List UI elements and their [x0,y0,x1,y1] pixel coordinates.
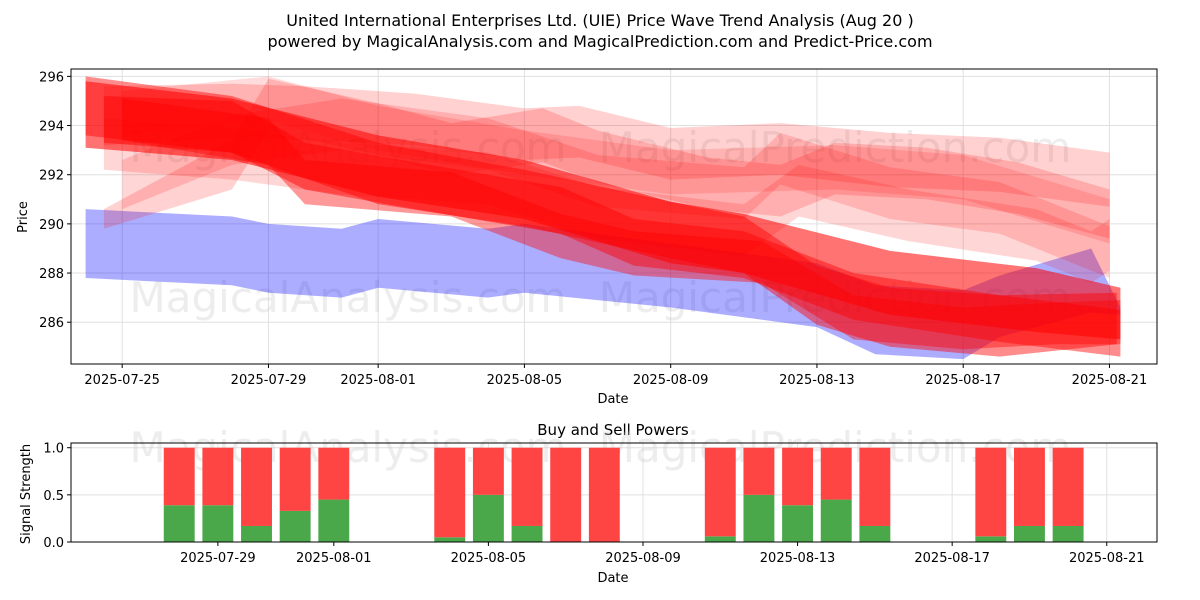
sell-bar [163,447,195,506]
price-y-tick-label: 296 [39,70,64,85]
red-wave-band-5 [103,83,1110,207]
sell-bar [318,447,350,500]
blue-trend-band [85,209,1121,360]
chart-title: United International Enterprises Ltd. (U… [286,11,913,30]
sell-bar [820,447,852,500]
price-bands [85,76,1121,360]
signal-y-tick-label: 1.0 [43,442,64,457]
red-wave-band-9 [122,76,1110,244]
signal-y-ticks: 0.0 0.5 1.0 [43,442,71,551]
red-wave-band-8 [103,118,1110,283]
buy-bar [704,536,736,542]
buy-bar [859,525,891,542]
red-wave-band-2 [85,76,1117,357]
buy-bar [1052,525,1084,542]
price-x-tick-label: 2025-08-01 [340,373,416,388]
price-x-tick-label: 2025-08-17 [925,373,1001,388]
price-y-tick-label: 286 [39,316,64,331]
watermark-left-top: MagicalAnalysis.com [130,273,567,322]
red-wave-band-6 [103,78,1110,239]
sell-bar [859,447,891,526]
red-wave-band-4 [122,98,1121,350]
price-axes-frame [70,68,1158,365]
price-x-tick-label: 2025-08-13 [779,373,855,388]
price-wave-panel: MagicalAnalysis.com MagicalPrediction.co… [16,68,1158,407]
buy-bar [820,499,852,542]
buy-bar [241,525,272,542]
sell-bar [1052,447,1084,526]
red-wave-band-3 [103,96,1121,357]
signal-x-label: Date [597,571,628,586]
red-wave-band-1 [85,81,1121,340]
sell-bar [588,447,620,542]
sell-bar [472,447,504,495]
sell-bar [704,447,736,537]
price-y-tick-label: 292 [39,169,64,184]
signal-bars [163,447,1084,542]
signal-title: Buy and Sell Powers [537,421,689,439]
sell-bar [434,447,466,538]
price-y-tick-label: 290 [39,218,64,233]
buy-bar [163,505,195,542]
price-y-tick-label: 294 [39,120,64,135]
sell-bar [550,447,582,542]
buy-bar [472,494,504,542]
signal-x-tick-label: 2025-08-09 [605,551,681,566]
signal-x-tick-label: 2025-08-17 [914,551,990,566]
chart-subtitle: powered by MagicalAnalysis.com and Magic… [267,32,932,51]
watermark-right-upper: MagicalPrediction.com [599,123,1072,172]
sell-bar [743,447,775,495]
signal-x-tick-label: 2025-07-29 [180,551,256,566]
signal-x-tick-label: 2025-08-21 [1069,551,1145,566]
sell-bar [279,447,311,511]
price-y-ticks: 286 288 290 292 294 296 [39,70,71,331]
price-x-tick-label: 2025-07-29 [231,373,307,388]
signal-panel: Buy and Sell Powers MagicalAnalysis.com … [19,421,1158,586]
price-x-tick-label: 2025-08-09 [633,373,709,388]
signal-axes-frame [70,442,1158,543]
buy-bar [511,525,543,542]
buy-bar [279,510,311,542]
price-x-ticks: 2025-07-25 2025-07-29 2025-08-01 2025-08-05… [84,364,1147,388]
buy-bar [318,499,350,542]
signal-x-tick-label: 2025-08-13 [760,551,836,566]
buy-bar [202,505,234,542]
buy-bar [782,505,814,542]
price-x-tick-label: 2025-08-05 [487,373,563,388]
price-y-label: Price [16,201,31,233]
sell-bar [1014,447,1045,526]
sell-bar [975,447,1007,537]
sell-bar [241,447,272,526]
buy-bar [743,494,775,542]
signal-x-tick-label: 2025-08-05 [451,551,527,566]
buy-bar [975,536,1007,542]
price-x-tick-label: 2025-08-21 [1072,373,1148,388]
signal-x-ticks: 2025-07-29 2025-08-01 2025-08-05 2025-08-09… [180,542,1145,566]
sell-bar [202,447,234,506]
price-x-tick-label: 2025-07-25 [84,373,160,388]
buy-bar [434,537,466,542]
price-y-tick-label: 288 [39,267,64,282]
signal-y-tick-label: 0.5 [43,489,64,504]
signal-y-label: Signal Strength [19,444,34,544]
red-wave-band-7 [122,98,1110,278]
sell-bar [782,447,814,506]
sell-bar [511,447,543,526]
signal-x-tick-label: 2025-08-01 [296,551,372,566]
buy-bar [1014,525,1045,542]
signal-y-tick-label: 0.0 [43,536,64,551]
price-x-label: Date [597,392,628,407]
